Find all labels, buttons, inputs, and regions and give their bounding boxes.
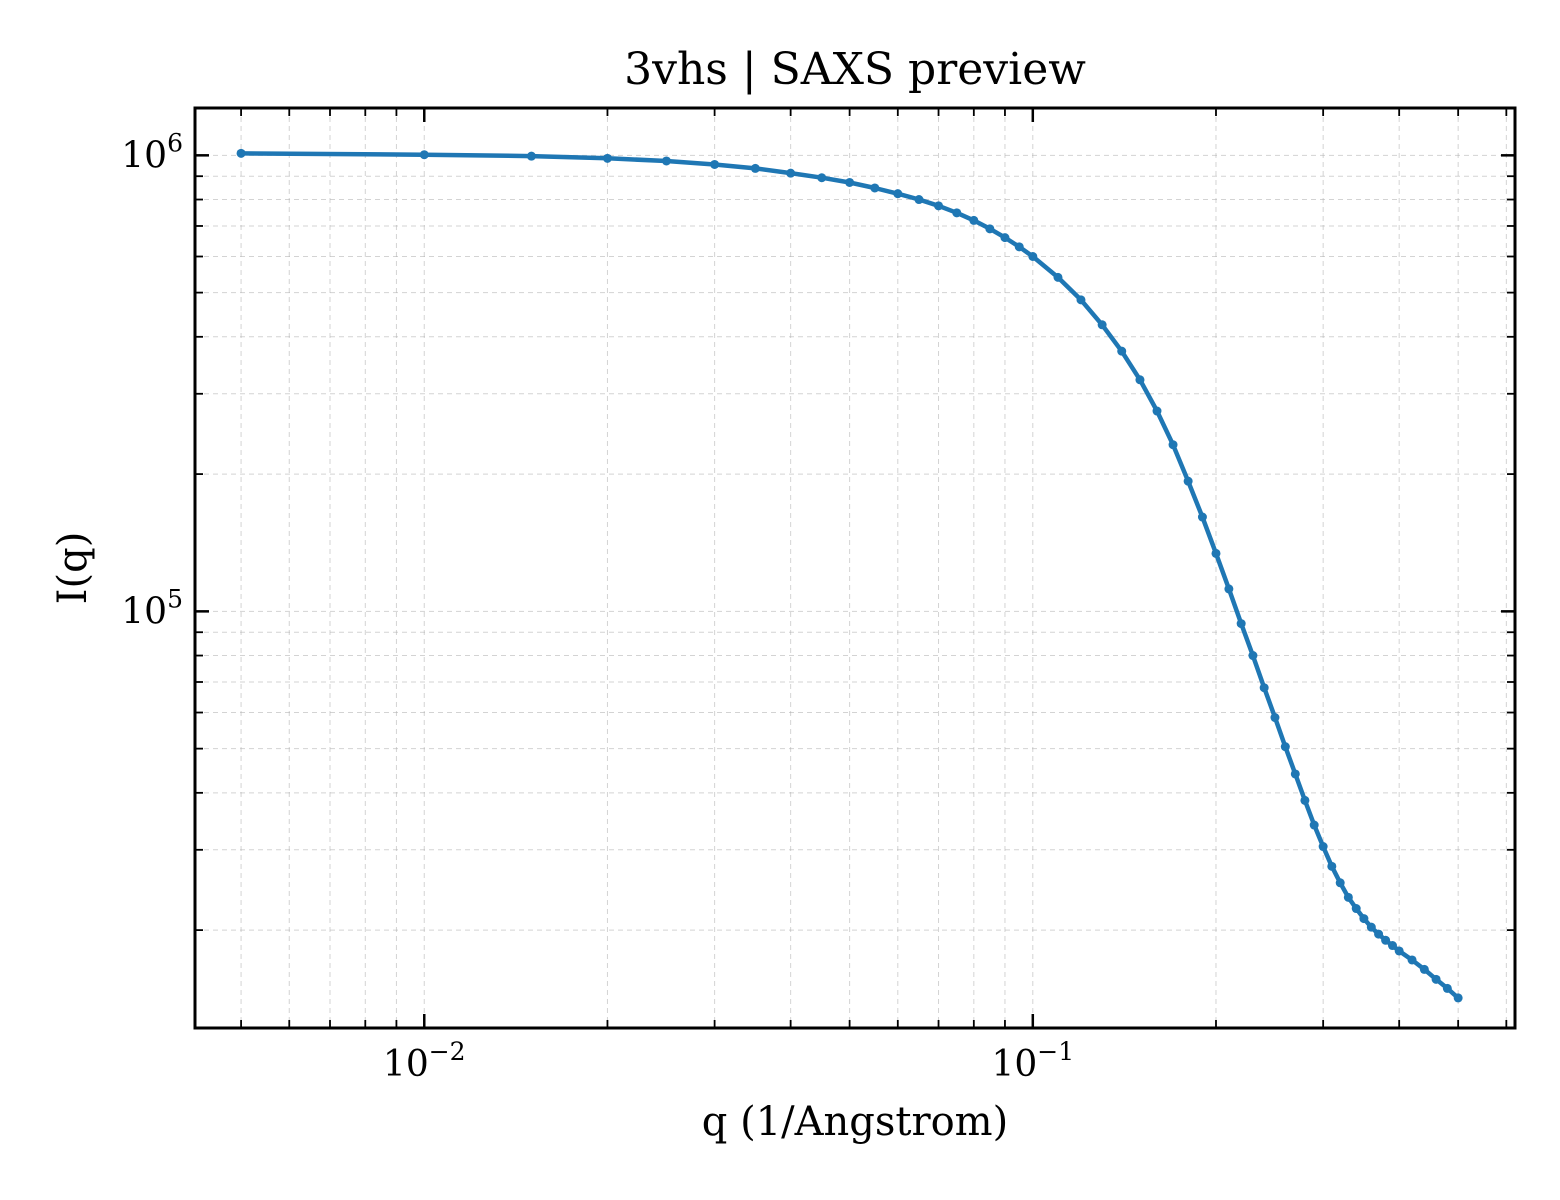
data-point [1000, 233, 1010, 243]
data-point [1197, 512, 1207, 522]
data-point [1442, 983, 1452, 993]
data-point [1366, 922, 1376, 932]
data-point [526, 151, 536, 161]
data-point [1374, 929, 1384, 939]
data-point [1351, 904, 1361, 914]
data-point [661, 156, 671, 166]
data-point [1236, 619, 1246, 629]
data-point [1359, 914, 1369, 924]
data-point [1431, 974, 1441, 984]
data-point [1270, 713, 1280, 723]
data-point [1135, 375, 1145, 385]
data-point [1394, 946, 1404, 956]
data-point [870, 183, 880, 193]
data-point [1028, 252, 1038, 262]
data-point [1387, 941, 1397, 951]
data-point [969, 215, 979, 225]
data-point [750, 163, 760, 173]
plot-frame [193, 106, 1517, 1030]
x-tick-label: 10−1 [991, 1037, 1074, 1085]
data-point [1327, 861, 1337, 871]
data-point [1097, 320, 1107, 330]
y-tick-label: 105 [121, 584, 183, 632]
data-point [1211, 548, 1221, 558]
data-point [817, 173, 827, 183]
axis-ticks: 10−2 10−1 105 106 [121, 108, 1515, 1085]
data-point [1318, 842, 1328, 852]
data-point [1152, 406, 1162, 416]
data-point [1280, 742, 1290, 752]
x-tick-label: 10−2 [383, 1037, 466, 1085]
data-point [934, 201, 944, 211]
data-point [236, 148, 246, 158]
y-axis-label: I(q) [50, 532, 96, 605]
data-point [1419, 964, 1429, 974]
data-point [1248, 651, 1258, 661]
data-point [1309, 820, 1319, 830]
data-point [1343, 892, 1353, 902]
series-layer [236, 148, 1463, 1003]
data-point [893, 189, 903, 199]
data-point [1168, 440, 1178, 450]
data-point [952, 208, 962, 218]
data-point [1453, 993, 1463, 1003]
y-tick-label: 106 [121, 128, 183, 176]
data-point [419, 150, 429, 160]
data-point [914, 195, 924, 205]
data-point [1183, 476, 1193, 486]
data-point [1290, 769, 1300, 779]
data-point [985, 224, 995, 234]
data-point [1117, 346, 1127, 356]
data-point [602, 153, 612, 163]
data-point [1335, 878, 1345, 888]
data-point [1224, 584, 1234, 594]
x-axis-label: q (1/Angstrom) [702, 1099, 1008, 1145]
chart-title: 3vhs | SAXS preview [624, 44, 1086, 95]
data-point [1053, 272, 1063, 282]
data-point [1259, 683, 1269, 693]
data-point [1407, 955, 1417, 965]
data-point [1300, 795, 1310, 805]
data-point [1381, 935, 1391, 945]
data-point [786, 168, 796, 178]
grid [195, 108, 1515, 1028]
data-point [1076, 295, 1086, 305]
data-point [845, 177, 855, 187]
data-point [1014, 242, 1024, 252]
data-point [710, 159, 720, 169]
